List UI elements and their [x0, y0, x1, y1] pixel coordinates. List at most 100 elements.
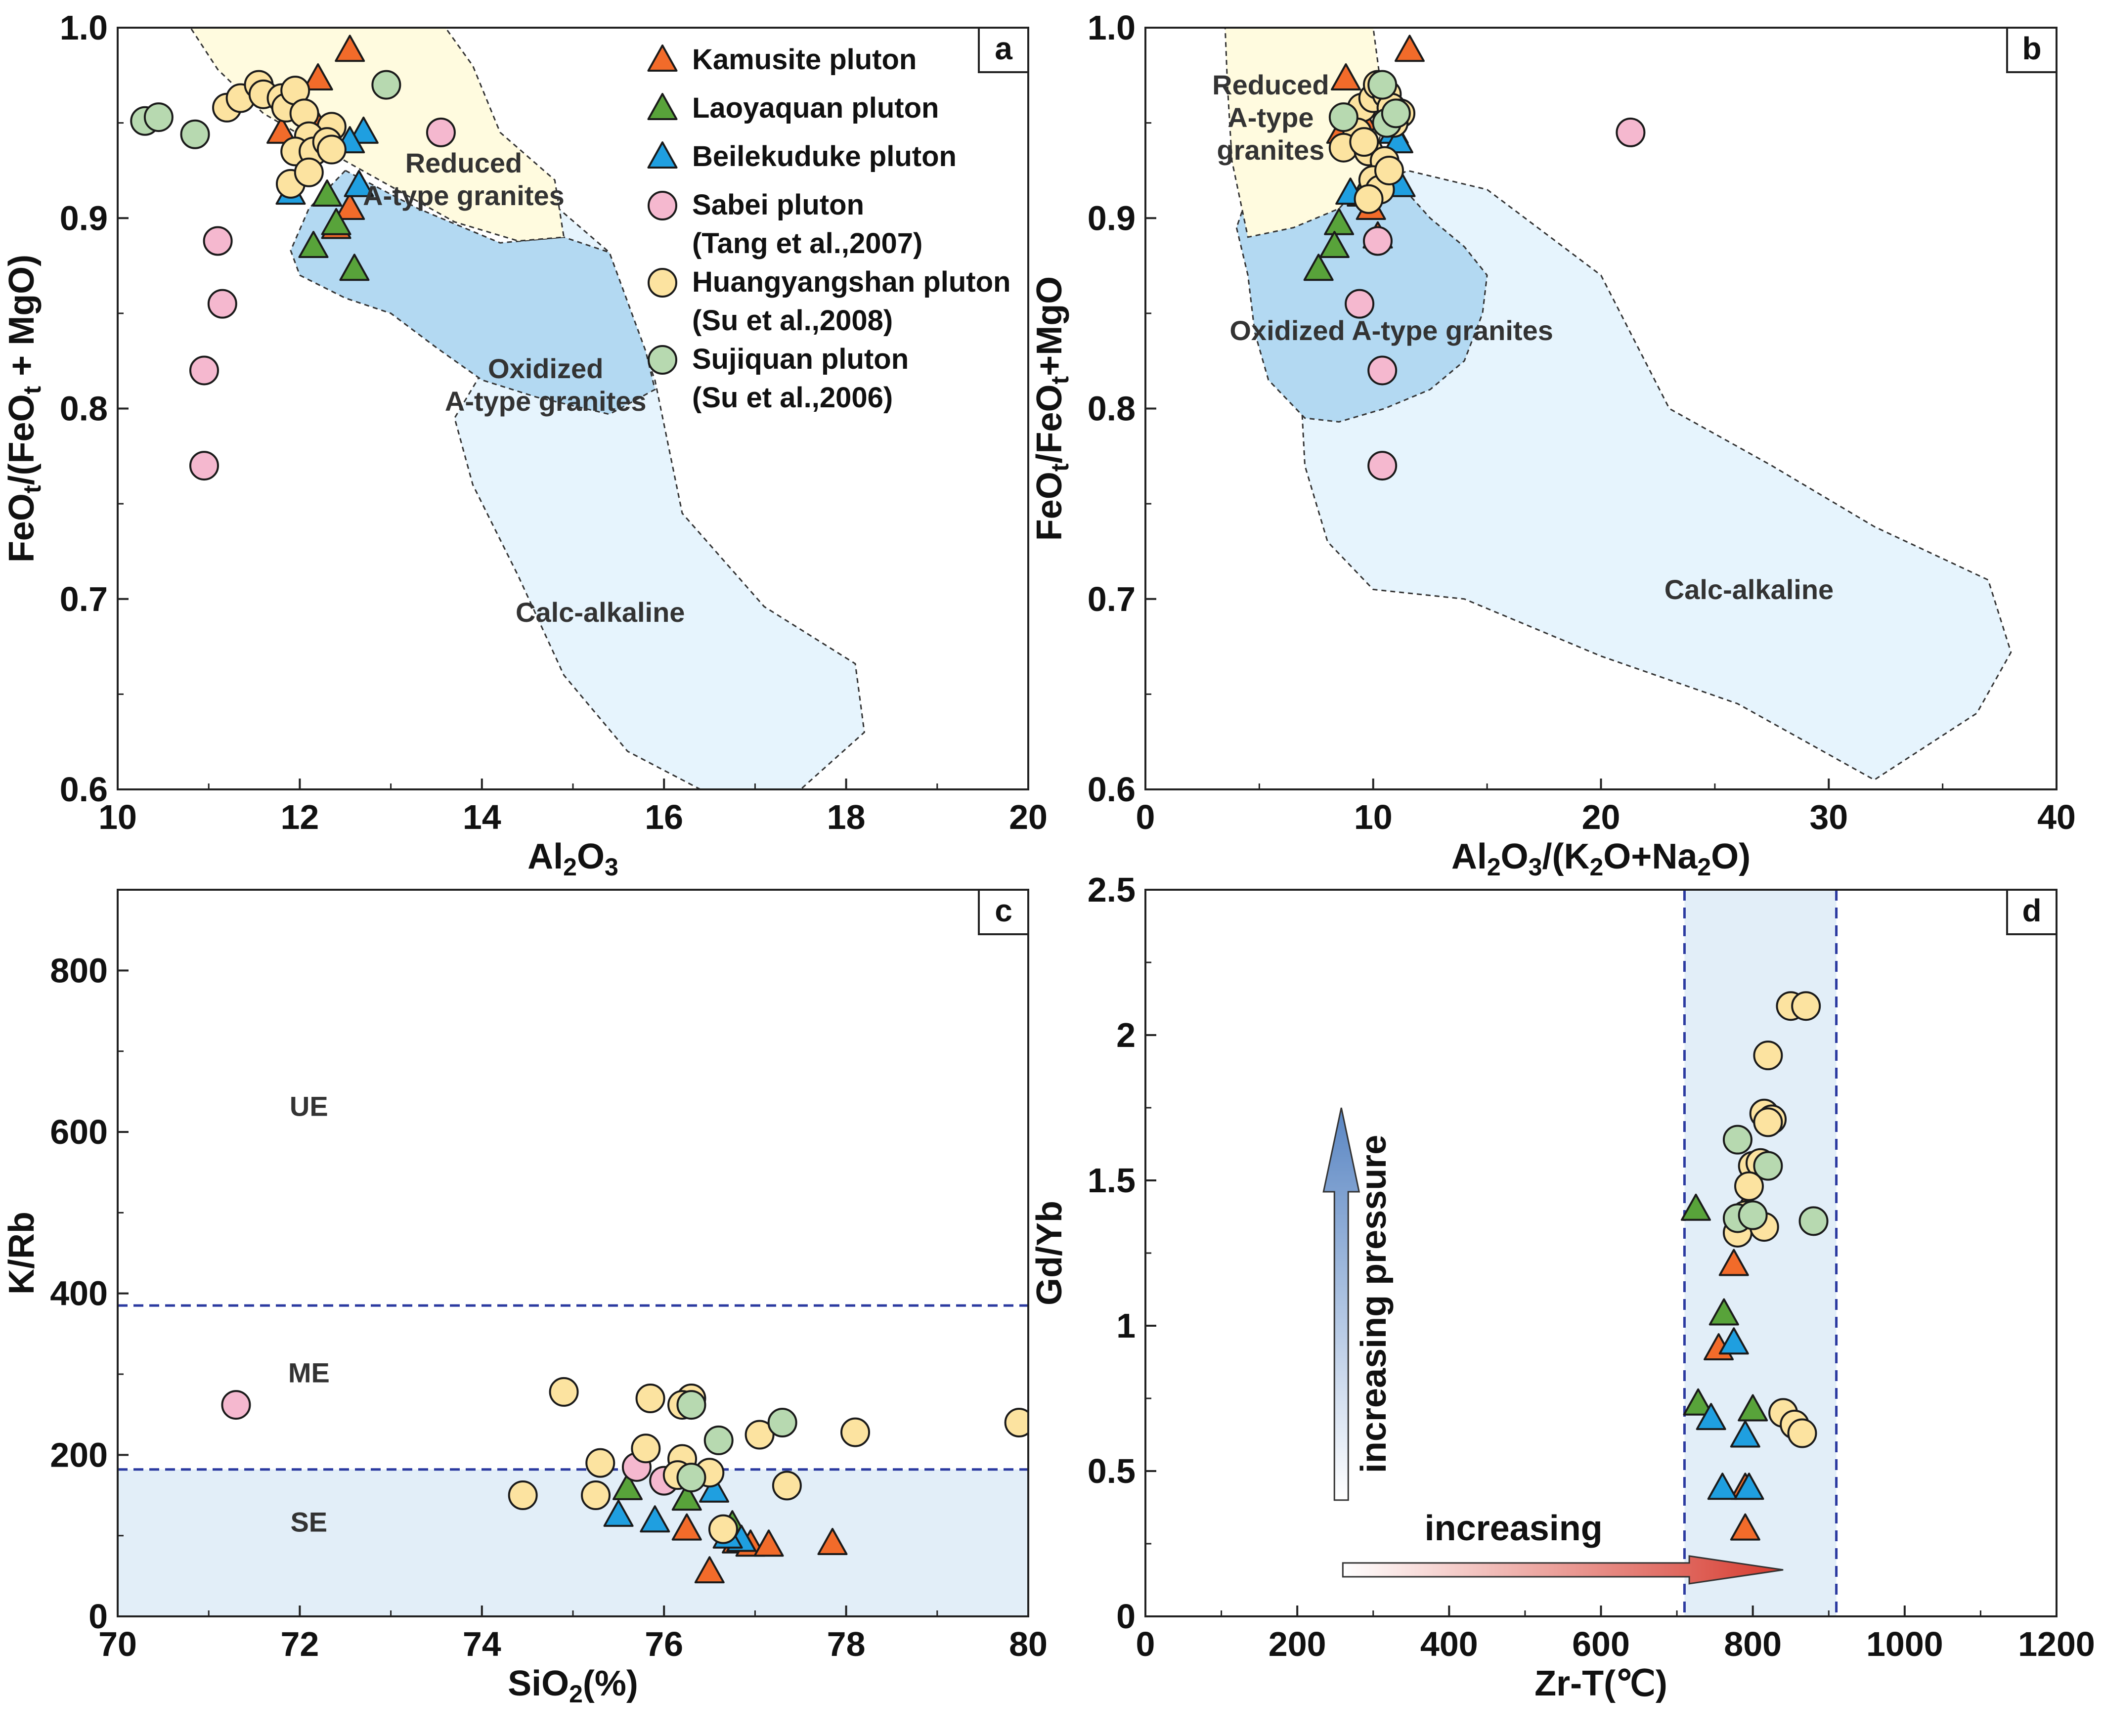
x-tick-label: 200 — [1269, 1625, 1326, 1663]
data-point — [1754, 1042, 1782, 1069]
panel-a: Calc-alkalineOxidizedA-type granitesRedu… — [2, 8, 1048, 881]
data-point — [705, 1427, 733, 1454]
data-point — [318, 136, 346, 164]
x-axis-label: Al2O3 — [527, 837, 618, 881]
region-label: Calc-alkaline — [1664, 574, 1834, 605]
legend-item: Sabei pluton(Tang et al.,2007) — [649, 189, 922, 260]
data-point — [550, 1378, 578, 1406]
region-label: Reduced — [405, 147, 523, 178]
data-point — [632, 1434, 659, 1462]
y-axis-label: Gd/Yb — [1030, 1201, 1069, 1305]
y-tick-label: 1.0 — [1088, 8, 1136, 47]
data-point — [1382, 99, 1410, 127]
region-label: Calc-alkaline — [516, 597, 685, 628]
x-tick-label: 78 — [827, 1625, 866, 1663]
legend-item: Kamusite pluton — [649, 43, 917, 76]
x-tick-label: 12 — [280, 798, 319, 836]
pressure-arrow: increasing pressure — [1323, 1108, 1394, 1500]
data-point — [1617, 119, 1644, 146]
data-point — [1368, 452, 1396, 479]
data-point — [509, 1481, 537, 1509]
panel-b: Calc-alkalineOxidized A-type granitesRed… — [1030, 8, 2076, 881]
data-point — [1330, 103, 1358, 131]
region-label: A-type — [1227, 102, 1314, 133]
y-tick-label: 600 — [50, 1113, 108, 1151]
region-label: granites — [1217, 134, 1324, 166]
data-point — [427, 119, 455, 146]
data-point — [582, 1481, 610, 1509]
y-tick-label: 0.8 — [1088, 390, 1136, 428]
legend-label: Sabei pluton — [692, 189, 864, 221]
data-point — [1739, 1202, 1767, 1229]
x-axis-label: SiO2(%) — [508, 1664, 638, 1708]
data-point — [1375, 157, 1403, 184]
y-tick-label: 0.8 — [60, 390, 108, 428]
x-tick-label: 72 — [280, 1625, 319, 1663]
data-point — [1355, 185, 1383, 213]
legend-item: Laoyaquan pluton — [649, 92, 939, 124]
y-tick-label: 200 — [50, 1435, 108, 1474]
legend-marker — [649, 142, 677, 168]
y-axis-label: K/Rb — [2, 1212, 42, 1295]
data-point — [190, 452, 218, 479]
x-tick-label: 18 — [827, 798, 866, 836]
x-axis-label: Zr-T(℃) — [1534, 1664, 1667, 1703]
x-tick-label: 1000 — [1866, 1625, 1943, 1663]
panel-d: increasing pressureincreasing02004006008… — [1030, 870, 2095, 1703]
data-point — [222, 1391, 250, 1419]
y-tick-label: 0 — [1116, 1597, 1136, 1636]
panel-tag: d — [2022, 893, 2041, 928]
y-tick-label: 2.5 — [1088, 870, 1136, 909]
plot-area — [118, 1305, 1033, 1616]
legend-label: Sujiquan pluton — [692, 343, 909, 375]
arrow-label: increasing — [1425, 1509, 1603, 1548]
x-tick-label: 74 — [463, 1625, 501, 1663]
data-point — [181, 121, 209, 148]
y-tick-label: 0.6 — [1088, 770, 1136, 809]
x-tick-label: 10 — [1354, 798, 1393, 836]
x-tick-label: 20 — [1009, 798, 1048, 836]
legend-sublabel: (Su et al.,2008) — [692, 304, 893, 337]
data-point — [1346, 290, 1373, 318]
data-point — [1396, 36, 1424, 61]
data-point — [1754, 1108, 1782, 1136]
y-tick-label: 1.0 — [60, 8, 108, 47]
legend-marker — [649, 269, 676, 297]
legend-marker — [649, 346, 676, 374]
region-label: Reduced — [1212, 69, 1329, 100]
data-point — [1792, 992, 1820, 1020]
data-point — [209, 290, 236, 318]
data-point — [1724, 1126, 1752, 1154]
panel-tag: b — [2022, 31, 2041, 66]
data-point — [1788, 1420, 1816, 1447]
data-point — [1754, 1152, 1782, 1180]
legend-marker — [649, 94, 677, 119]
legend: Kamusite pluton Laoyaquan pluton Beilekudu… — [649, 43, 1011, 414]
x-tick-label: 16 — [645, 798, 683, 836]
data-point — [372, 71, 400, 99]
data-point — [1350, 128, 1378, 156]
data-point — [586, 1449, 614, 1477]
x-tick-label: 80 — [1009, 1625, 1048, 1663]
legend-label: Beilekuduke pluton — [692, 140, 957, 173]
x-tick-label: 0 — [1136, 798, 1155, 836]
x-axis-label: Al2O3/(K2O+Na2O) — [1451, 837, 1751, 881]
data-point — [190, 356, 218, 384]
y-axis-label: FeOt/(FeOt + MgO) — [2, 255, 46, 563]
data-point — [1800, 1207, 1828, 1235]
shaded-band — [118, 1470, 1028, 1616]
x-tick-label: 76 — [645, 1625, 683, 1663]
x-tick-label: 1200 — [2018, 1625, 2095, 1663]
legend-marker — [649, 45, 677, 71]
plot-area — [1225, 28, 2011, 780]
region-label: SE — [290, 1507, 327, 1538]
y-axis-label: FeOt/FeOt+MgO — [1030, 276, 1074, 541]
data-point — [773, 1472, 801, 1499]
y-tick-label: 0 — [88, 1597, 108, 1636]
panel-c: UEMESE7072747678800200400600800SiO2(%)K/… — [2, 890, 1048, 1708]
x-tick-label: 400 — [1420, 1625, 1478, 1663]
y-tick-label: 0.5 — [1088, 1452, 1136, 1490]
legend-sublabel: (Su et al.,2006) — [692, 382, 893, 414]
data-point — [1368, 356, 1396, 384]
